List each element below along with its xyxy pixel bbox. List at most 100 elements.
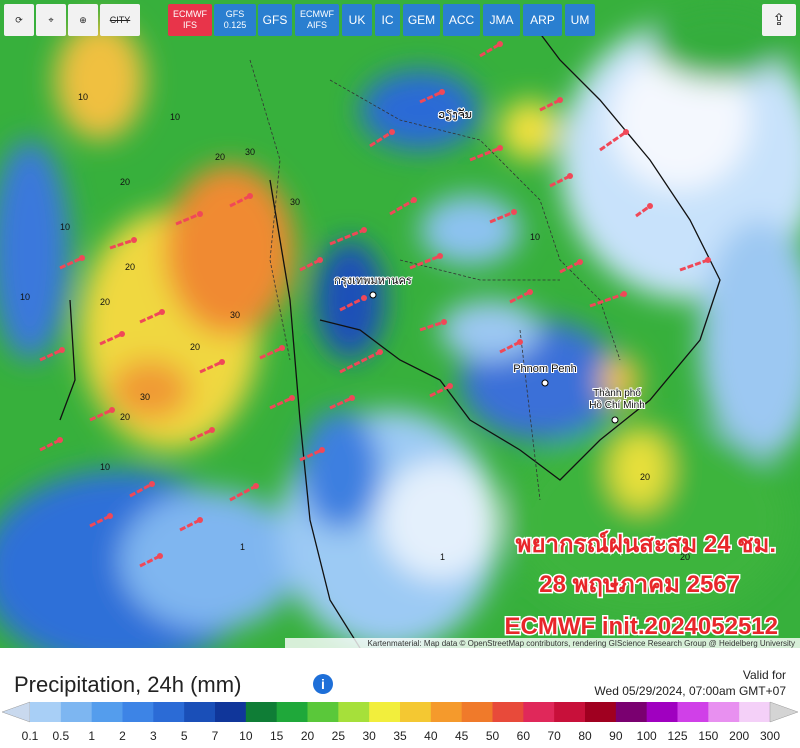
legend-swatch	[739, 702, 771, 722]
place-label: กรุงเทพมหานคร	[334, 275, 412, 287]
legend-label: 45	[455, 729, 469, 743]
city-dot	[369, 291, 377, 299]
wind-arrow	[269, 396, 293, 410]
legend-label: 100	[637, 729, 657, 743]
wind-arrow	[329, 396, 353, 410]
reload-button[interactable]: ⟳	[4, 4, 34, 36]
legend-swatch	[369, 702, 401, 722]
wind-arrow	[679, 258, 709, 272]
wind-arrow-head	[441, 319, 447, 325]
valid-label: Valid for	[742, 668, 786, 682]
model-button[interactable]: IC	[375, 4, 400, 36]
contour-label: 30	[245, 147, 255, 157]
model-button[interactable]: GEM	[403, 4, 440, 36]
contour-label: 10	[20, 292, 30, 302]
wind-arrow	[109, 238, 135, 250]
wind-arrow	[229, 194, 251, 208]
wind-arrow	[139, 310, 163, 324]
model-button[interactable]: UK	[342, 4, 372, 36]
locate-button[interactable]: ⌖	[36, 4, 66, 36]
wind-arrow-head	[219, 359, 225, 365]
wind-arrow	[39, 438, 61, 452]
model-button[interactable]: UM	[565, 4, 595, 36]
wind-arrow-head	[57, 437, 63, 443]
legend-swatch	[523, 702, 555, 722]
model-label: UM	[570, 12, 590, 27]
model-label: ECMWF	[300, 9, 334, 19]
wind-arrow	[179, 518, 201, 532]
wind-arrow	[369, 130, 393, 148]
contour-label: 10	[530, 232, 540, 242]
overlay-date: 28 พฤษภาคม 2567	[539, 571, 740, 598]
wind-arrow	[299, 258, 321, 272]
contour-label: 20	[215, 152, 225, 162]
wind-arrow-head	[567, 173, 573, 179]
wind-arrow	[259, 346, 283, 360]
wind-arrow-head	[319, 447, 325, 453]
wind-arrow-head	[109, 407, 115, 413]
wind-arrow	[429, 384, 451, 398]
legend-label: 2	[119, 729, 126, 743]
contour-label: 1	[440, 552, 445, 562]
model-button[interactable]: GFS	[258, 4, 292, 36]
place-label: ວຽງຈັນ	[438, 107, 472, 121]
wind-arrow-head	[623, 129, 629, 135]
wind-arrow-head	[647, 203, 653, 209]
legend: 0.1 0.5 1 2 3 5 7 10 15 20 25 30 35 40 45 50 60 70 80 90 100…	[1, 701, 799, 743]
wind-arrow	[489, 210, 515, 224]
model-button[interactable]: GFS 0.125	[214, 4, 256, 36]
info-button[interactable]: i	[313, 674, 333, 694]
legend-label: 60	[517, 729, 531, 743]
legend-swatch	[708, 702, 740, 722]
wind-arrow-head	[705, 257, 711, 263]
wind-arrow-head	[119, 331, 125, 337]
wind-arrow	[139, 554, 161, 568]
model-button[interactable]: ARP	[523, 4, 562, 36]
wind-arrow-head	[497, 145, 503, 151]
legend-label: 25	[332, 729, 346, 743]
contour-label: 10	[78, 92, 88, 102]
attribution-bg	[285, 638, 800, 648]
wind-arrow	[589, 292, 625, 308]
share-button[interactable]: ⇪	[762, 4, 796, 36]
wind-arrow	[129, 482, 153, 498]
model-button[interactable]: ACC	[443, 4, 480, 36]
contour-label: 30	[230, 310, 240, 320]
legend-label: 30	[362, 729, 376, 743]
wind-arrow	[419, 90, 443, 104]
contour-label: 20	[125, 262, 135, 272]
attribution: Kartenmaterial: Map data © OpenStreetMap…	[367, 639, 795, 648]
legend-swatch	[492, 702, 524, 722]
overlay-init: ECMWF init.2024052512	[505, 613, 778, 640]
legend-label: 10	[239, 729, 253, 743]
contour-label: 10	[100, 462, 110, 472]
wind-arrow-head	[511, 209, 517, 215]
wind-arrow-head	[279, 345, 285, 351]
legend-label: 0.1	[22, 729, 39, 743]
legend-label: 200	[729, 729, 749, 743]
footer: Precipitation, 24h (mm) i Valid for Wed …	[0, 648, 800, 748]
model-label: IFS	[182, 20, 197, 30]
legend-label: 70	[547, 729, 561, 743]
wind-arrow-head	[577, 259, 583, 265]
legend-swatch	[677, 702, 709, 722]
wind-arrow	[89, 514, 111, 528]
model-button[interactable]: ECMWF AIFS	[295, 4, 339, 36]
model-button[interactable]: ECMWF IFS	[168, 4, 212, 36]
valid-time: Wed 05/29/2024, 07:00am GMT+07	[594, 684, 786, 698]
model-button[interactable]: JMA	[483, 4, 520, 36]
contour-label: 20	[120, 412, 130, 422]
wind-arrow-head	[197, 517, 203, 523]
city-button[interactable]: CITY	[100, 4, 140, 36]
legend-swatch	[91, 702, 123, 722]
model-label: UK	[348, 12, 366, 27]
city-dot	[541, 379, 549, 387]
wind-arrow	[409, 254, 441, 270]
wind-arrow-head	[527, 289, 533, 295]
zoom-button[interactable]: ⊕	[68, 4, 98, 36]
contour-label: 20	[120, 177, 130, 187]
wind-arrows	[39, 41, 711, 568]
wind-arrow	[39, 348, 63, 362]
legend-swatch	[554, 702, 586, 722]
legend-label: 80	[578, 729, 592, 743]
